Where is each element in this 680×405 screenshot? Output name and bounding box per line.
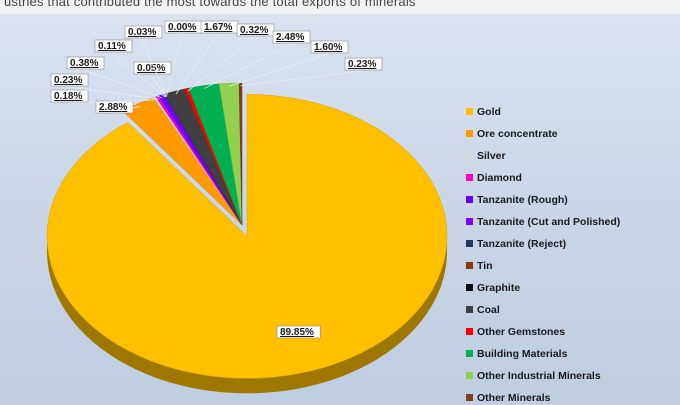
- legend-label-graphite: Graphite: [477, 282, 520, 294]
- legend-label-building-materials: Building Materials: [477, 348, 568, 360]
- data-label-box-tanzanite-reject: [133, 61, 172, 75]
- leader-line-other-gemstones: [187, 36, 255, 92]
- leader-line-graphite: [166, 33, 183, 97]
- clipped-heading-text: ustries that contributed the most toward…: [0, 0, 680, 14]
- legend-swatch-silver: [466, 152, 473, 159]
- legend-swatch-tanzanite-reject: [466, 240, 473, 247]
- legend-label-other-industrial-minerals: Other Industrial Minerals: [477, 370, 601, 382]
- legend-swatch-other-minerals: [466, 394, 473, 401]
- data-label-diamond: 0.23%: [54, 75, 82, 86]
- leader-line-diamond: [67, 86, 159, 100]
- legend-label-other-minerals: Other Minerals: [477, 392, 551, 404]
- legend-swatch-graphite: [466, 284, 473, 291]
- legend-swatch-building-materials: [466, 350, 473, 357]
- data-label-other-gemstones: 0.32%: [240, 25, 268, 36]
- data-label-box-diamond: [50, 73, 89, 87]
- data-label-box-silver: [50, 89, 89, 103]
- clipped-heading-label: ustries that contributed the most toward…: [4, 0, 416, 9]
- legend-label-diamond: Diamond: [477, 172, 522, 184]
- leader-line-other-industrial-minerals: [229, 53, 329, 87]
- legend-label-tanzanite-cut-and-polished: Tanzanite (Cut and Polished): [477, 216, 620, 228]
- legend-swatch-ore-concentrate: [466, 130, 473, 137]
- leader-line-tanzanite-rough: [83, 69, 163, 99]
- data-label-other-industrial-minerals: 1.60%: [314, 42, 342, 53]
- leader-line-silver: [67, 99, 157, 104]
- legend-label-gold: Gold: [477, 106, 501, 118]
- legend-label-tanzanite-reject: Tanzanite (Reject): [477, 238, 566, 250]
- data-labels: 89.85% 2.88% 0.18% 0.23% 0.38%0.11% 0.05% 0.03…: [50, 20, 383, 339]
- legend-label-tanzanite-rough: Tanzanite (Rough): [477, 194, 568, 206]
- data-label-other-minerals: 0.23%: [348, 59, 376, 70]
- leader-line-other-minerals: [240, 70, 363, 87]
- legend-swatch-diamond: [466, 174, 473, 181]
- leader-line-building-materials: [204, 43, 291, 89]
- data-label-box-other-industrial-minerals: [310, 40, 349, 54]
- data-label-silver: 0.18%: [54, 91, 82, 102]
- leader-line-tin: [141, 38, 167, 97]
- legend-swatch-other-industrial-minerals: [466, 372, 473, 379]
- data-label-tanzanite-rough: 0.38%: [70, 58, 98, 69]
- data-label-box-other-gemstones: [236, 23, 275, 37]
- data-label-tin: 0.03%: [128, 27, 156, 38]
- data-label-building-materials: 2.48%: [276, 32, 304, 43]
- data-label-box-other-minerals: [344, 57, 383, 71]
- legend-label-silver: Silver: [477, 150, 506, 162]
- data-label-box-tanzanite-cut-and-polished: [94, 39, 133, 53]
- legend-swatch-other-gemstones: [466, 328, 473, 335]
- legend-label-coal: Coal: [477, 304, 500, 316]
- legend-label-other-gemstones: Other Gemstones: [477, 326, 565, 338]
- data-label-box-tin: [124, 25, 163, 39]
- legend-swatch-coal: [466, 306, 473, 313]
- legend-label-ore-concentrate: Ore concentrate: [477, 128, 558, 140]
- pie-slices: [46, 82, 448, 379]
- data-label-coal: 1.67%: [204, 22, 232, 33]
- data-label-graphite: 0.00%: [168, 22, 196, 33]
- leader-line-tanzanite-cut-and-polished: [111, 52, 166, 98]
- data-label-tanzanite-reject: 0.05%: [137, 63, 165, 74]
- pie-slice-gold: [46, 94, 448, 379]
- data-label-box-building-materials: [272, 30, 311, 44]
- legend-swatch-tanzanite-cut-and-polished: [466, 218, 473, 225]
- legend: Gold Ore concentrate Silver Diamond Tanzanit…: [466, 106, 620, 404]
- data-label-box-tanzanite-rough: [66, 56, 105, 70]
- data-label-tanzanite-cut-and-polished: 0.11%: [98, 41, 126, 52]
- legend-label-tin: Tin: [477, 260, 493, 272]
- leader-line-tanzanite-reject: [150, 74, 167, 98]
- data-label-gold: 89.85%: [280, 327, 314, 338]
- legend-swatch-tin: [466, 262, 473, 269]
- legend-swatch-tanzanite-rough: [466, 196, 473, 203]
- data-label-box-gold: [276, 325, 321, 339]
- legend-swatch-gold: [466, 108, 473, 115]
- leader-line-coal: [175, 33, 219, 95]
- data-label-ore-concentrate: 2.88%: [99, 102, 127, 113]
